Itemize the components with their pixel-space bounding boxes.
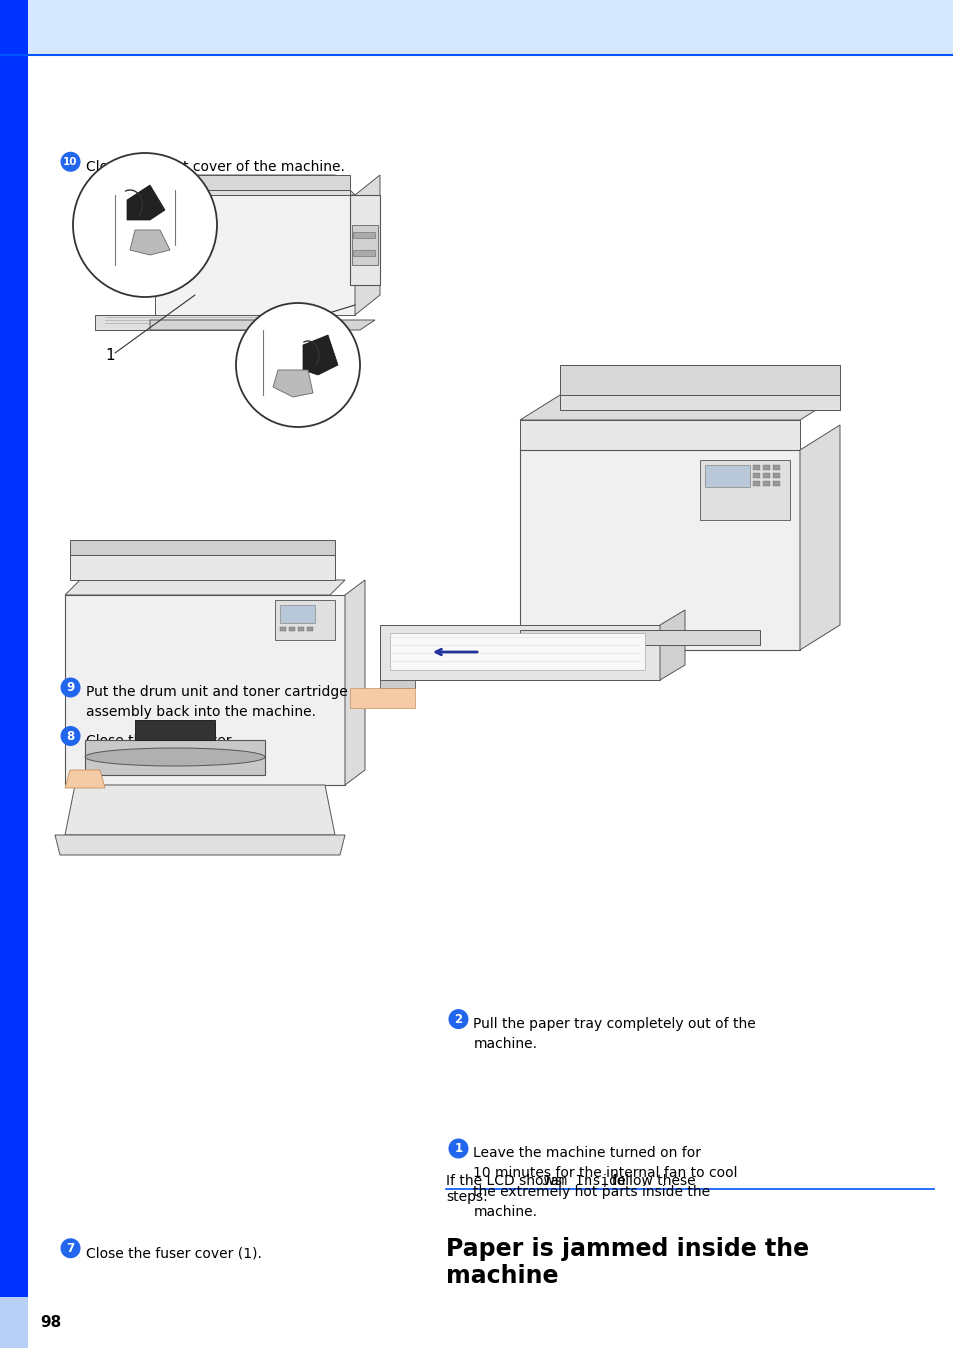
Polygon shape [130, 231, 170, 255]
Text: Pull the paper tray completely out of the
machine.: Pull the paper tray completely out of th… [473, 1018, 756, 1050]
Text: 7: 7 [67, 1242, 74, 1255]
Bar [519, 630, 760, 644]
Bar [0, 0, 953, 55]
Bar [772, 473, 780, 479]
Bar [762, 465, 769, 470]
Ellipse shape [85, 748, 265, 766]
Bar [762, 473, 769, 479]
Bar [135, 720, 214, 740]
Polygon shape [303, 336, 337, 375]
Polygon shape [355, 175, 379, 315]
Bar [752, 465, 760, 470]
Bar [752, 481, 760, 487]
Polygon shape [519, 421, 800, 450]
Polygon shape [659, 611, 684, 679]
Circle shape [73, 154, 216, 297]
Bar [289, 627, 294, 631]
Circle shape [448, 1010, 468, 1029]
Polygon shape [154, 195, 355, 315]
Text: Close the front cover of the machine.: Close the front cover of the machine. [86, 160, 344, 174]
Bar [274, 600, 335, 640]
Polygon shape [559, 395, 840, 410]
Bar [280, 627, 286, 631]
Bar [700, 460, 789, 520]
Bar [352, 225, 377, 266]
Text: Jam Inside: Jam Inside [541, 1174, 625, 1188]
Circle shape [448, 1139, 468, 1158]
Bar [762, 481, 769, 487]
Bar [353, 249, 375, 256]
Bar [772, 465, 780, 470]
Text: 1: 1 [454, 1142, 462, 1155]
Text: Put the drum unit and toner cartridge
assembly back into the machine.: Put the drum unit and toner cartridge as… [86, 686, 347, 718]
Text: 8: 8 [67, 729, 74, 743]
Text: 2: 2 [454, 1012, 462, 1026]
Circle shape [235, 303, 359, 427]
Text: 98: 98 [40, 1316, 61, 1330]
Polygon shape [379, 625, 659, 679]
Polygon shape [165, 190, 350, 195]
Text: If the LCD shows: If the LCD shows [446, 1174, 566, 1188]
Bar [297, 627, 304, 631]
Text: Close the back cover.: Close the back cover. [86, 735, 233, 748]
Bar [65, 594, 345, 785]
Polygon shape [65, 580, 345, 594]
Bar [280, 605, 314, 623]
Text: steps:: steps: [446, 1190, 488, 1204]
Polygon shape [65, 770, 105, 789]
Circle shape [60, 678, 80, 697]
Bar [390, 634, 644, 670]
Polygon shape [350, 687, 415, 708]
Polygon shape [165, 175, 350, 190]
Bar [307, 627, 313, 631]
Text: , follow these: , follow these [602, 1174, 695, 1188]
Polygon shape [345, 580, 365, 785]
Polygon shape [70, 555, 335, 580]
Polygon shape [150, 319, 375, 330]
Polygon shape [127, 185, 165, 220]
Bar [752, 473, 760, 479]
Circle shape [60, 152, 80, 171]
Bar [704, 465, 749, 487]
Polygon shape [95, 315, 325, 330]
Bar [0, 1297, 28, 1348]
Text: Close the fuser cover (1).: Close the fuser cover (1). [86, 1247, 261, 1260]
Text: Paper is jammed inside the
machine: Paper is jammed inside the machine [446, 1237, 809, 1289]
Polygon shape [70, 541, 335, 555]
Bar [85, 740, 265, 775]
Polygon shape [154, 175, 355, 195]
Polygon shape [55, 834, 345, 855]
Circle shape [60, 727, 80, 745]
Bar [0, 0, 28, 55]
Text: Leave the machine turned on for
10 minutes for the internal fan to cool
the extr: Leave the machine turned on for 10 minut… [473, 1147, 738, 1219]
Text: 10: 10 [63, 156, 78, 167]
Bar [519, 450, 800, 650]
Polygon shape [800, 425, 840, 650]
Bar [379, 679, 415, 687]
Bar [353, 232, 375, 239]
Bar [350, 195, 379, 284]
Polygon shape [559, 365, 840, 395]
Circle shape [60, 1239, 80, 1258]
Polygon shape [519, 395, 840, 421]
Polygon shape [65, 785, 335, 834]
Text: 9: 9 [67, 681, 74, 694]
Polygon shape [273, 369, 313, 398]
Text: 1: 1 [105, 348, 114, 363]
Bar [0, 55, 28, 1348]
Bar [772, 481, 780, 487]
